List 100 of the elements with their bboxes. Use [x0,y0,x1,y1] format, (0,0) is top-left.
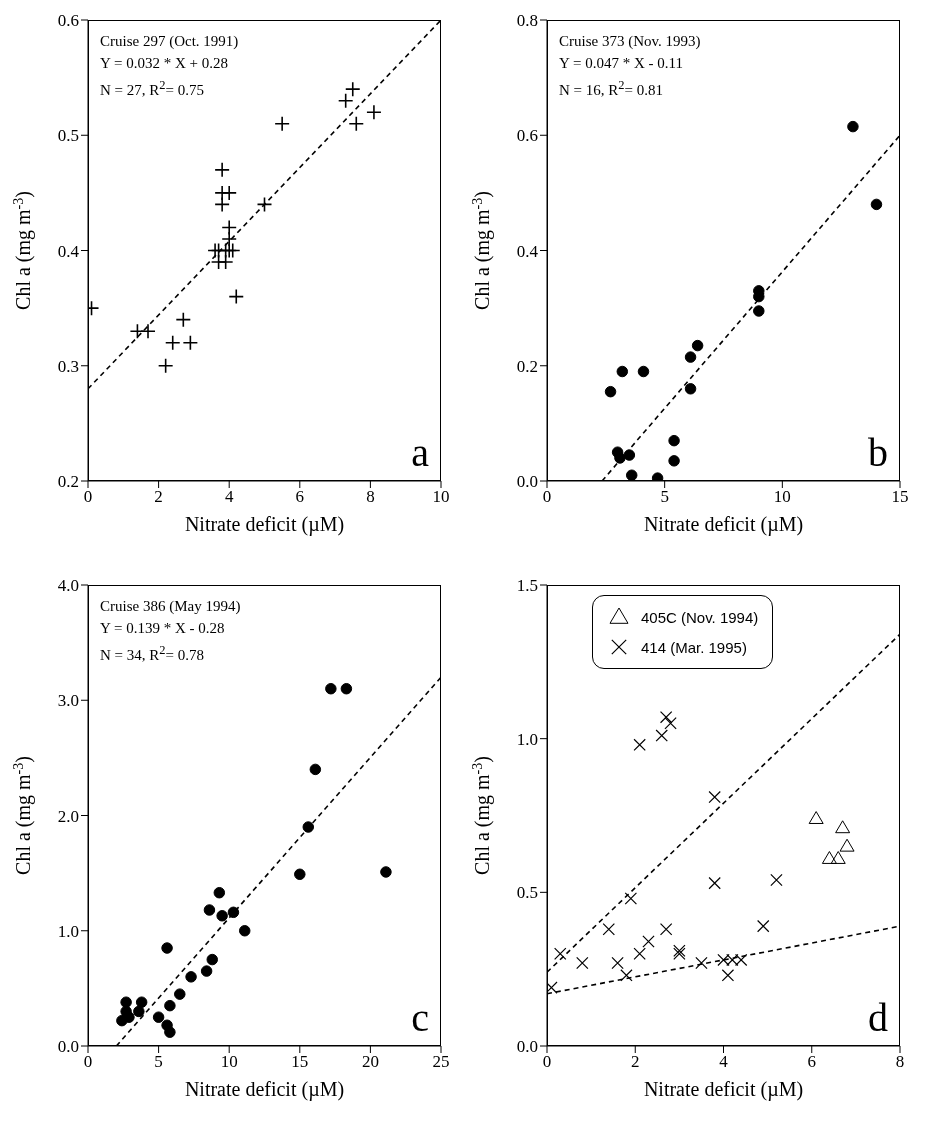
point [152,1011,165,1023]
annotation: Y = 0.032 * X + 0.28 [100,54,230,73]
annotation: Cruise 386 (May 1994) [100,597,241,616]
point [659,710,673,724]
annotation: Cruise 297 (Oct. 1991) [100,32,239,51]
point [835,820,851,834]
point [604,385,617,398]
point [770,873,783,887]
x-tick-label: 25 [432,1052,450,1072]
point [547,981,558,994]
point [659,923,673,936]
point [830,851,846,864]
point [668,434,680,447]
point [221,185,237,201]
point [668,455,680,467]
x-tick-label: 0 [542,487,552,507]
point [309,763,322,776]
point [655,729,668,742]
point [294,868,306,881]
y-tick-label: 0.0 [516,1037,538,1057]
y-tick-label: 2.0 [57,806,79,826]
point [614,452,626,464]
point [228,288,245,305]
x-tick-label: 0 [542,1052,552,1072]
y-tick-label: 1.5 [516,576,538,596]
annotation: b [868,429,888,476]
x-tick-label: 15 [291,1052,309,1072]
point [684,351,697,363]
y-tick-label: 0.4 [516,241,539,261]
point [721,969,735,982]
point [821,851,837,864]
y-tick-label: 0.6 [57,11,79,31]
x-axis-title: Nitrate deficit (µM) [643,1078,804,1101]
point [348,115,365,132]
x-axis-title: Nitrate deficit (µM) [643,513,804,536]
point [302,821,315,833]
point [337,92,354,109]
point [120,996,132,1008]
point [839,838,855,852]
y-tick-label: 1.0 [57,921,79,941]
point [633,738,646,752]
legend-label: 414 (Mar. 1995) [641,638,747,656]
point [554,947,567,960]
point [847,120,859,133]
x-tick-label: 15 [891,487,909,507]
legend-label: 405C (Nov. 1994) [641,608,759,626]
annotation: d [868,994,888,1041]
point [576,956,589,970]
y-tick-label: 3.0 [57,691,79,711]
point [757,919,770,933]
point [164,1026,176,1038]
x-axis-title: Nitrate deficit (µM) [184,1078,345,1101]
x-tick-label: 2 [154,487,163,507]
x-tick-label: 4 [719,1052,729,1072]
annotation: N = 27, R$^{2}$= 0.75 [100,77,205,100]
point [691,339,704,352]
point [238,925,251,937]
y-tick-label: 0.0 [516,472,538,492]
point [185,971,197,983]
point [135,996,148,1008]
point [808,811,824,824]
y-tick-label: 0.3 [57,356,79,376]
point [642,935,655,948]
x-tick-label: 5 [660,487,669,507]
point [133,1005,145,1018]
x-tick-label: 0 [83,487,93,507]
point [164,334,181,351]
annotation: N = 16, R$^{2}$= 0.81 [559,77,664,100]
point [637,365,650,378]
point [366,104,382,120]
x-tick-label: 5 [154,1052,163,1072]
point [256,196,273,213]
y-tick-label: 4.0 [57,576,79,596]
y-tick-label: 0.5 [516,883,538,903]
annotation: a [411,429,429,476]
point [380,866,392,878]
point [213,886,226,899]
x-tick-label: 4 [224,487,234,507]
annotation: Y = 0.139 * X - 0.28 [100,619,226,638]
point [174,988,186,1000]
point [227,906,240,919]
y-tick-label: 0.0 [57,1037,79,1057]
x-tick-label: 10 [773,487,791,507]
annotation: Y = 0.047 * X - 0.11 [559,54,684,73]
x-tick-label: 10 [432,487,450,507]
point [870,198,883,211]
point [164,999,176,1012]
point [340,682,353,695]
point [602,923,615,936]
point [157,357,174,374]
annotation: Cruise 373 (Nov. 1993) [559,32,701,51]
point [695,956,708,970]
point [616,365,629,378]
point [664,717,677,730]
annotation: N = 34, R$^{2}$= 0.78 [100,642,205,665]
point [161,942,173,954]
x-tick-label: 6 [295,487,305,507]
x-tick-label: 2 [631,1052,640,1072]
point [633,947,646,960]
point [214,196,230,213]
